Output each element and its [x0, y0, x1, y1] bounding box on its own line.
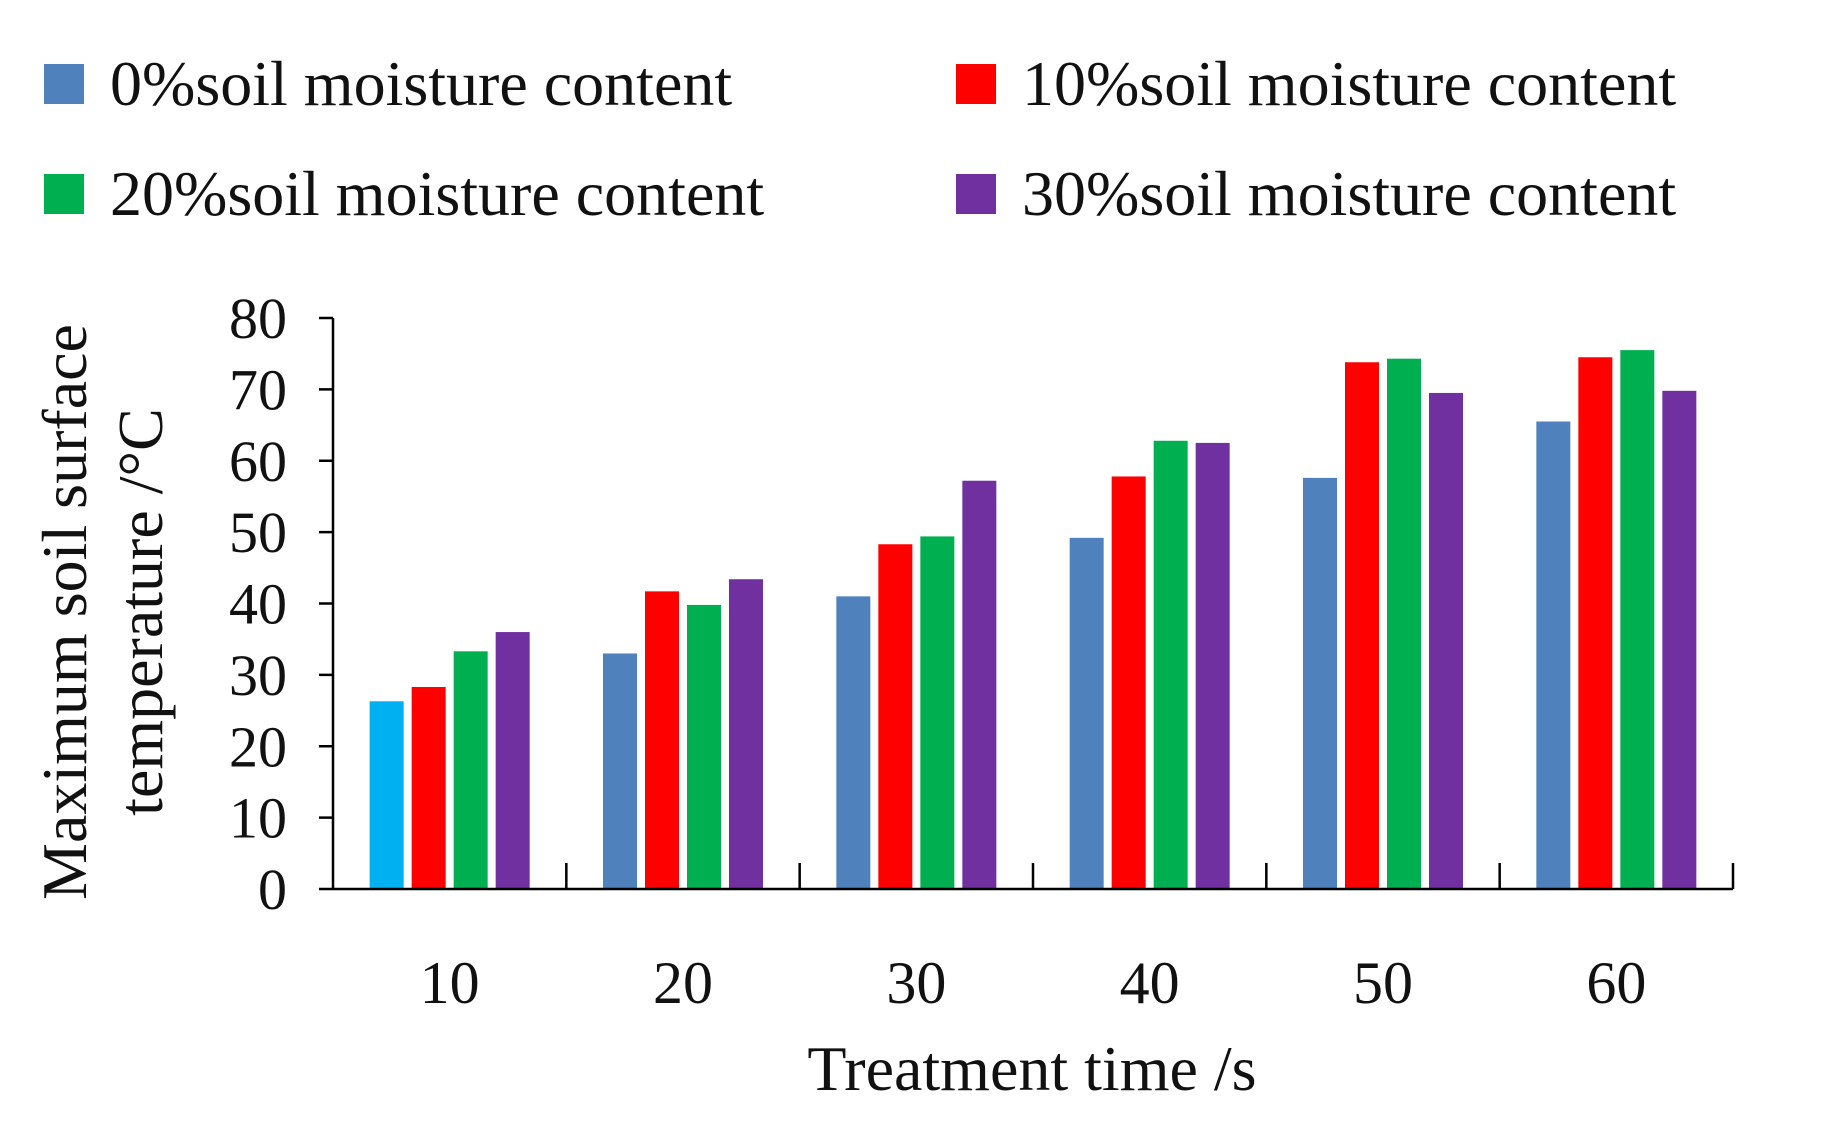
bar-2-1[interactable] — [687, 604, 721, 889]
y-axis-title-line-1: Maximum soil surface — [29, 324, 100, 900]
bar-3-0[interactable] — [495, 632, 530, 889]
x-tick-label-2: 30 — [886, 950, 946, 1016]
y-tick-label-6: 60 — [229, 429, 287, 494]
y-tick-label-4: 40 — [229, 572, 287, 637]
legend-item-0[interactable]: 0%soil moisture content — [44, 44, 732, 124]
x-axis-title: Treatment time /s — [807, 1033, 1256, 1104]
bar-1-2[interactable] — [878, 544, 913, 889]
bar-1-5[interactable] — [1578, 357, 1613, 890]
bar-3-4[interactable] — [1429, 392, 1463, 889]
bar-2-2[interactable] — [920, 536, 955, 889]
legend-swatch-2 — [44, 174, 84, 214]
bar-2-5[interactable] — [1620, 350, 1655, 889]
bar-3-3[interactable] — [1195, 442, 1230, 889]
bar-3-1[interactable] — [729, 579, 763, 889]
bar-1-0[interactable] — [411, 687, 446, 889]
legend-label-3: 30%soil moisture content — [1022, 158, 1677, 229]
bar-1-3[interactable] — [1111, 476, 1146, 889]
bar-0-4[interactable] — [1303, 477, 1337, 889]
legend-item-1[interactable]: 10%soil moisture content — [956, 44, 1676, 124]
bar-1-4[interactable] — [1345, 362, 1379, 889]
x-tick-label-4: 50 — [1353, 950, 1413, 1016]
x-tick-label-0: 10 — [420, 950, 480, 1016]
legend-item-3[interactable]: 30%soil moisture content — [956, 154, 1676, 234]
bar-0-3[interactable] — [1069, 537, 1104, 889]
legend-swatch-0 — [44, 64, 84, 104]
bar-0-0[interactable] — [369, 701, 404, 889]
legend-label-0: 0%soil moisture content — [110, 48, 733, 119]
y-axis-title: Maximum soil surfacetemperature /°C — [29, 324, 176, 900]
bar-0-1[interactable] — [603, 653, 637, 889]
y-tick-label-3: 30 — [229, 643, 287, 708]
y-tick-label-1: 10 — [229, 786, 287, 851]
bar-2-4[interactable] — [1387, 358, 1421, 890]
axes-group — [319, 316, 1735, 891]
legend-swatch-1 — [956, 64, 996, 104]
bars-group — [369, 350, 1697, 890]
legend-item-2[interactable]: 20%soil moisture content — [44, 154, 764, 234]
legend: 0%soil moisture content 10%soil moisture… — [0, 0, 1836, 240]
bar-1-1[interactable] — [645, 591, 679, 889]
bar-3-5[interactable] — [1662, 390, 1697, 889]
y-axis-title-line-2: temperature /°C — [105, 408, 176, 816]
bar-2-3[interactable] — [1153, 440, 1188, 889]
y-tick-label-0: 0 — [258, 857, 287, 922]
legend-swatch-3 — [956, 174, 996, 214]
y-tick-label-8: 80 — [229, 286, 287, 351]
y-tick-label-2: 20 — [229, 714, 287, 779]
legend-label-2: 20%soil moisture content — [110, 158, 765, 229]
y-tick-label-7: 70 — [229, 357, 287, 422]
x-tick-label-5: 60 — [1586, 950, 1646, 1016]
bar-3-2[interactable] — [962, 480, 997, 889]
x-tick-label-3: 40 — [1120, 950, 1180, 1016]
x-tick-label-1: 20 — [653, 950, 713, 1016]
bar-0-2[interactable] — [836, 596, 871, 889]
legend-label-1: 10%soil moisture content — [1022, 48, 1677, 119]
bar-2-0[interactable] — [453, 651, 488, 889]
bar-0-5[interactable] — [1536, 421, 1571, 889]
y-tick-label-5: 50 — [229, 500, 287, 565]
